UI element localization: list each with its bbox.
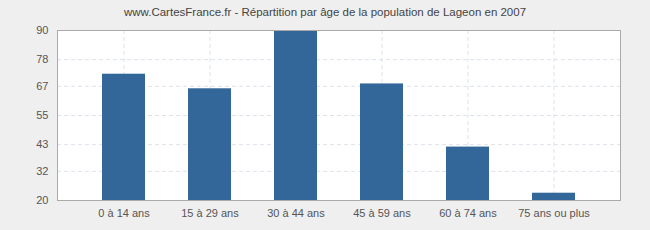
svg-text:15 à 29 ans: 15 à 29 ans [181, 207, 239, 219]
svg-text:90: 90 [36, 24, 48, 36]
svg-text:67: 67 [36, 80, 48, 92]
svg-text:30 à 44 ans: 30 à 44 ans [267, 207, 325, 219]
svg-text:60 à 74 ans: 60 à 74 ans [439, 207, 497, 219]
svg-text:32: 32 [36, 165, 48, 177]
svg-text:0 à 14 ans: 0 à 14 ans [98, 207, 150, 219]
svg-text:55: 55 [36, 109, 48, 121]
svg-text:78: 78 [36, 53, 48, 65]
svg-text:75 ans ou plus: 75 ans ou plus [518, 207, 590, 219]
svg-text:20: 20 [36, 194, 48, 206]
svg-text:45 à 59 ans: 45 à 59 ans [353, 207, 411, 219]
svg-text:43: 43 [36, 138, 48, 150]
html-text:www.CartesFrance.fr - Répartit: www.CartesFrance.fr - Répartition par âg… [123, 6, 527, 18]
